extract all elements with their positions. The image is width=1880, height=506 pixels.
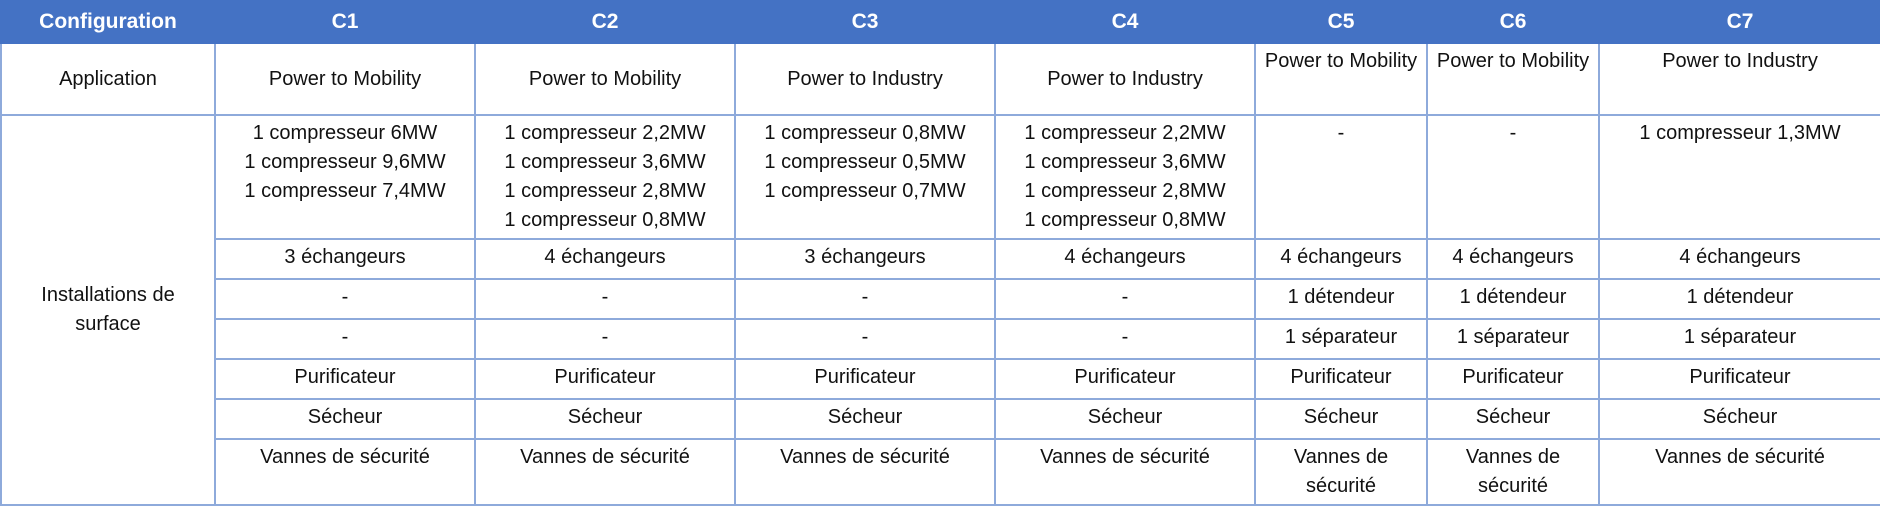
- compressor-line: 1 compresseur 7,4MW: [244, 180, 446, 202]
- compressors-c3: 1 compresseur 0,8MW 1 compresseur 0,5MW …: [734, 114, 996, 240]
- table-cell: Purificateur: [1598, 358, 1880, 400]
- compressor-line: 1 compresseur 2,8MW: [1024, 180, 1226, 202]
- table-cell: Purificateur: [994, 358, 1256, 400]
- exchangers-row: 3 échangeurs 4 échangeurs 3 échangeurs 4…: [1, 238, 1880, 280]
- table-cell: 3 échangeurs: [214, 238, 476, 280]
- compressor-line: 1 compresseur 3,6MW: [1024, 151, 1226, 173]
- compressors-c4: 1 compresseur 2,2MW 1 compresseur 3,6MW …: [994, 114, 1256, 240]
- compressors-c5: -: [1254, 114, 1428, 240]
- table-cell: Purificateur: [474, 358, 736, 400]
- table-cell: Purificateur: [1254, 358, 1428, 400]
- header-c2: C2: [474, 0, 736, 44]
- table-cell: Sécheur: [214, 398, 476, 440]
- table-cell: Sécheur: [474, 398, 736, 440]
- application-label: Application: [0, 42, 216, 116]
- compressors-row: Installations de surface 1 compresseur 6…: [0, 114, 1880, 506]
- application-c1: Power to Mobility: [214, 42, 476, 116]
- table-cell: 1 séparateur: [1598, 318, 1880, 360]
- table-cell: -: [474, 278, 736, 320]
- table-cell: -: [994, 278, 1256, 320]
- table-cell: Sécheur: [994, 398, 1256, 440]
- expander-row: - - - - 1 détendeur 1 détendeur 1 détend…: [1, 278, 1880, 320]
- table-cell: Vannes de sécurité: [1254, 438, 1428, 506]
- application-c3: Power to Industry: [734, 42, 996, 116]
- table-cell: -: [214, 278, 476, 320]
- table-cell: 1 séparateur: [1426, 318, 1600, 360]
- compressor-line: -: [1337, 122, 1345, 144]
- safety-valves-row: Vannes de sécurité Vannes de sécurité Va…: [1, 438, 1880, 506]
- purifier-row: Purificateur Purificateur Purificateur P…: [1, 358, 1880, 400]
- table-cell: Sécheur: [734, 398, 996, 440]
- table-cell: Purificateur: [734, 358, 996, 400]
- compressors-c6: -: [1426, 114, 1600, 240]
- compressor-line: 1 compresseur 2,2MW: [1024, 122, 1226, 144]
- compressor-line: 1 compresseur 6MW: [252, 122, 438, 144]
- header-row: Configuration C1 C2 C3 C4 C5 C6 C7: [0, 0, 1880, 44]
- table-cell: Purificateur: [214, 358, 476, 400]
- compressor-line: -: [1509, 122, 1517, 144]
- header-configuration: Configuration: [0, 0, 216, 44]
- table-cell: Vannes de sécurité: [1426, 438, 1600, 506]
- compressors-c7: 1 compresseur 1,3MW: [1598, 114, 1880, 240]
- application-c7: Power to Industry: [1598, 42, 1880, 116]
- compressor-line: 1 compresseur 1,3MW: [1639, 122, 1841, 144]
- application-c4: Power to Industry: [994, 42, 1256, 116]
- surface-installations-label: Installations de surface: [0, 114, 216, 506]
- table-cell: Vannes de sécurité: [734, 438, 996, 506]
- compressors-c1: 1 compresseur 6MW 1 compresseur 9,6MW 1 …: [214, 114, 476, 240]
- table-cell: Vannes de sécurité: [1598, 438, 1880, 506]
- compressor-line: 1 compresseur 0,8MW: [1024, 209, 1226, 231]
- compressor-line: 1 compresseur 0,8MW: [504, 209, 706, 231]
- compressor-line: 1 compresseur 9,6MW: [244, 151, 446, 173]
- table-cell: -: [214, 318, 476, 360]
- table-cell: Sécheur: [1426, 398, 1600, 440]
- table-cell: Purificateur: [1426, 358, 1600, 400]
- header-c5: C5: [1254, 0, 1428, 44]
- table-cell: 1 séparateur: [1254, 318, 1428, 360]
- header-c3: C3: [734, 0, 996, 44]
- header-c1: C1: [214, 0, 476, 44]
- table-cell: 4 échangeurs: [1254, 238, 1428, 280]
- compressor-line: 1 compresseur 2,2MW: [504, 122, 706, 144]
- table-cell: 1 détendeur: [1426, 278, 1600, 320]
- table-cell: Sécheur: [1598, 398, 1880, 440]
- header-c7: C7: [1598, 0, 1880, 44]
- header-c4: C4: [994, 0, 1256, 44]
- table-cell: -: [734, 278, 996, 320]
- table-cell: 4 échangeurs: [994, 238, 1256, 280]
- compressors-c2: 1 compresseur 2,2MW 1 compresseur 3,6MW …: [474, 114, 736, 240]
- table-cell: -: [994, 318, 1256, 360]
- compressor-line: 1 compresseur 0,8MW: [764, 122, 966, 144]
- application-c5: Power to Mobility: [1254, 42, 1428, 116]
- table-cell: 4 échangeurs: [1426, 238, 1600, 280]
- table-cell: 4 échangeurs: [1598, 238, 1880, 280]
- table-cell: 1 détendeur: [1254, 278, 1428, 320]
- compressor-line: 1 compresseur 3,6MW: [504, 151, 706, 173]
- application-c2: Power to Mobility: [474, 42, 736, 116]
- compressor-line: 1 compresseur 0,7MW: [764, 180, 966, 202]
- compressor-line: 1 compresseur 0,5MW: [764, 151, 966, 173]
- table-cell: 1 détendeur: [1598, 278, 1880, 320]
- header-c6: C6: [1426, 0, 1600, 44]
- compressor-line: 1 compresseur 2,8MW: [504, 180, 706, 202]
- table-cell: Vannes de sécurité: [214, 438, 476, 506]
- dryer-row: Sécheur Sécheur Sécheur Sécheur Sécheur …: [1, 398, 1880, 440]
- application-row: Application Power to Mobility Power to M…: [0, 42, 1880, 116]
- table-cell: -: [734, 318, 996, 360]
- separator-row: - - - - 1 séparateur 1 séparateur 1 sépa…: [1, 318, 1880, 360]
- table-cell: Vannes de sécurité: [994, 438, 1256, 506]
- table-cell: Vannes de sécurité: [474, 438, 736, 506]
- table-cell: 4 échangeurs: [474, 238, 736, 280]
- table-cell: Sécheur: [1254, 398, 1428, 440]
- table-cell: 3 échangeurs: [734, 238, 996, 280]
- table-cell: -: [474, 318, 736, 360]
- application-c6: Power to Mobility: [1426, 42, 1600, 116]
